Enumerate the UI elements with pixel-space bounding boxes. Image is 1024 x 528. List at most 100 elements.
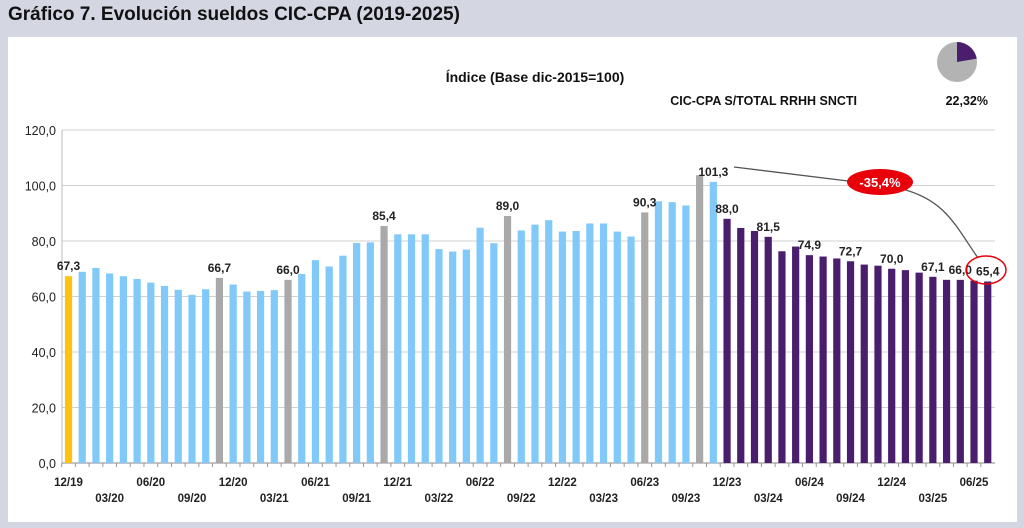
x-tick-label: 06/21 — [301, 477, 330, 489]
x-tick-label: 06/22 — [466, 477, 495, 489]
bar-01/25 — [901, 270, 910, 463]
share-label: CIC-CPA S/TOTAL RRHH SNCTI — [670, 94, 857, 108]
x-tick-label: 12/22 — [548, 477, 577, 489]
bar-05/21 — [298, 274, 306, 463]
bar-03/25 — [929, 276, 937, 463]
bar-02/21 — [256, 290, 265, 463]
bar-07/25 — [984, 281, 992, 463]
bar-11/22 — [545, 220, 553, 463]
data-label: 85,4 — [372, 209, 396, 223]
y-tick-label: 60,0 — [32, 291, 56, 305]
share-value: 22,32% — [946, 94, 988, 108]
data-label: 65,4 — [976, 265, 1000, 279]
bar-08/20 — [174, 289, 182, 463]
bar-10/24 — [860, 264, 868, 463]
pie-slice-cic-cpa — [957, 42, 977, 62]
bar-10/23 — [696, 175, 704, 464]
figure-title: Gráfico 7. Evolución sueldos CIC-CPA (20… — [8, 4, 460, 25]
x-tick-label: 09/24 — [836, 493, 865, 505]
bar-11/24 — [874, 265, 882, 463]
data-label: 81,5 — [757, 220, 781, 234]
annotation-line-left — [733, 166, 849, 182]
x-tick-label: 03/23 — [589, 493, 618, 505]
x-tick-label: 12/24 — [877, 477, 906, 489]
bar-03/22 — [435, 249, 443, 463]
bar-08/24 — [833, 258, 841, 463]
data-label: 88,0 — [715, 202, 739, 216]
x-tick-label: 12/20 — [219, 477, 248, 489]
x-tick-label: 06/25 — [960, 477, 989, 489]
bar-10/22 — [531, 224, 539, 463]
y-tick-label: 100,0 — [25, 180, 56, 194]
data-label: 89,0 — [496, 199, 520, 213]
bar-05/25 — [956, 279, 964, 463]
x-tick-label: 03/21 — [260, 493, 289, 505]
data-label: 66,7 — [208, 261, 232, 275]
bar-06/24 — [805, 255, 813, 463]
bar-09/23 — [682, 205, 690, 464]
x-tick-label: 12/23 — [713, 477, 742, 489]
bar-01/21 — [243, 291, 251, 463]
data-label: 67,3 — [57, 259, 81, 273]
bar-09/20 — [188, 294, 196, 463]
bar-05/20 — [133, 279, 141, 463]
bar-08/22 — [503, 216, 512, 463]
y-tick-label: 40,0 — [32, 346, 56, 360]
bar-07/21 — [325, 266, 333, 463]
bar-12/21 — [394, 234, 402, 463]
data-label: 101,3 — [698, 165, 728, 179]
bar-04/23 — [613, 231, 621, 463]
x-tick-label: 12/21 — [383, 477, 412, 489]
bar-08/23 — [668, 202, 676, 463]
data-label: 66,0 — [949, 263, 973, 277]
bar-02/25 — [915, 272, 923, 463]
bar-10/20 — [202, 289, 210, 463]
data-label: 66,0 — [276, 263, 300, 277]
bar-04/21 — [284, 279, 292, 463]
data-label: 90,3 — [633, 195, 657, 209]
x-tick-label: 03/20 — [95, 493, 124, 505]
bar-12/19 — [64, 276, 73, 463]
y-tick-label: 20,0 — [32, 402, 56, 416]
bar-10/21 — [366, 242, 374, 463]
y-tick-label: 120,0 — [25, 124, 56, 138]
bar-04/20 — [119, 276, 127, 463]
bar-07/20 — [160, 285, 169, 463]
bar-05/24 — [792, 246, 800, 463]
bar-08/21 — [339, 255, 347, 463]
y-tick-label: 80,0 — [32, 235, 56, 249]
bar-12/24 — [888, 268, 896, 463]
bar-06/22 — [476, 227, 484, 463]
bar-11/23 — [709, 181, 717, 463]
bar-04/22 — [449, 251, 457, 463]
x-tick-label: 09/23 — [672, 493, 701, 505]
y-tick-label: 0,0 — [39, 457, 56, 471]
change-annotation: -35,4% — [733, 166, 1007, 285]
x-tick-label: 06/24 — [795, 477, 824, 489]
data-label: 74,9 — [798, 238, 822, 252]
bar-05/22 — [462, 249, 470, 463]
bar-12/23 — [723, 218, 731, 463]
bar-06/21 — [311, 260, 320, 463]
bar-03/24 — [764, 236, 772, 463]
bar-03/20 — [106, 273, 114, 463]
x-tick-label: 09/22 — [507, 493, 536, 505]
bar-01/24 — [737, 227, 745, 463]
bar-02/23 — [586, 223, 594, 463]
bar-12/20 — [229, 284, 237, 463]
annotation-badge — [847, 169, 913, 195]
bar-04/24 — [778, 251, 786, 463]
bar-09/24 — [846, 261, 855, 463]
x-tick-label: 09/21 — [342, 493, 371, 505]
bar-11/20 — [215, 277, 224, 463]
bar-06/23 — [641, 212, 649, 463]
x-tick-label: 03/22 — [425, 493, 454, 505]
bar-03/23 — [599, 223, 608, 463]
bar-04/25 — [942, 279, 951, 463]
bar-09/22 — [517, 230, 525, 463]
data-label: 72,7 — [839, 244, 863, 258]
bar-01/23 — [572, 231, 580, 463]
bar-07/24 — [819, 256, 827, 463]
x-tick-label: 09/20 — [178, 493, 207, 505]
bar-02/24 — [750, 231, 759, 463]
